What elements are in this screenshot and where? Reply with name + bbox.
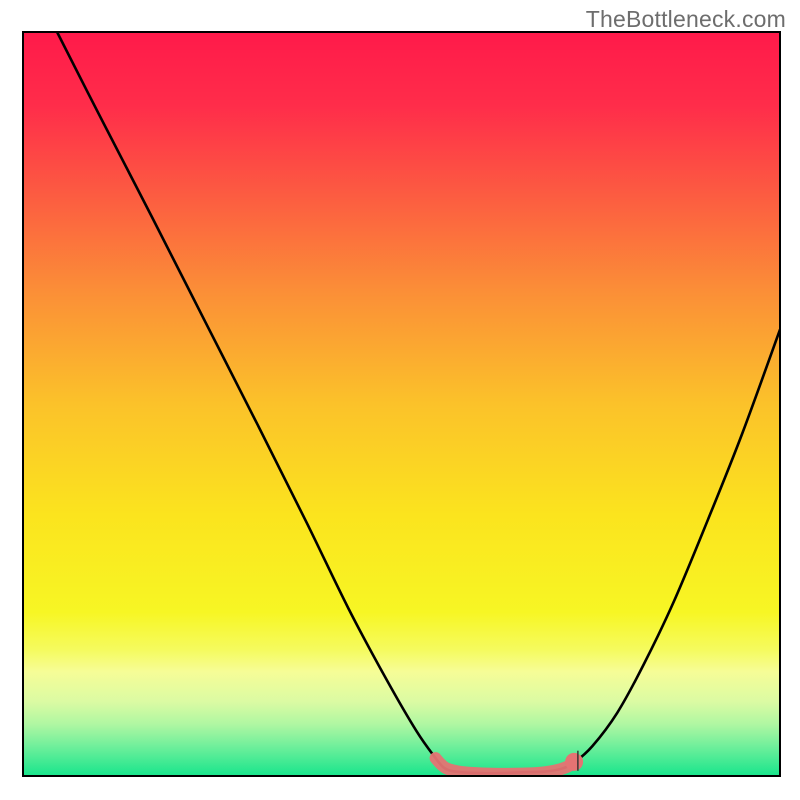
- plot-background: [23, 32, 780, 776]
- endpoint-marker: [565, 753, 583, 771]
- chart-stage: TheBottleneck.com: [0, 0, 800, 800]
- watermark-text: TheBottleneck.com: [586, 6, 786, 33]
- bottleneck-chart: [0, 0, 800, 800]
